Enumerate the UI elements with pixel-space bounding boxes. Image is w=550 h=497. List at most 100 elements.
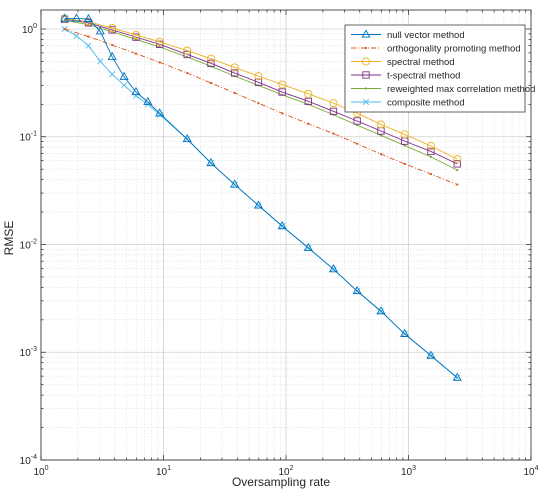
legend-label: orthogonality promoting method [387,43,521,54]
legend-item: t-spectral method [351,70,460,81]
data-point-marker [400,130,409,139]
data-point-marker [364,46,368,50]
tick-labels-layer: 100 101 102 103 104 100 10-1 10-2 10-3 10-4 [20,23,539,478]
data-point-marker [155,108,165,117]
data-point-marker [452,372,462,381]
data-point-marker [328,264,339,273]
data-point-marker [426,141,435,151]
legend-item: composite method [351,97,465,108]
data-point-marker [156,40,164,48]
legend-label: composite method [387,97,465,108]
data-point-marker [143,96,153,106]
data-point-marker [131,86,141,96]
data-point-marker [121,82,128,89]
data-point-marker [206,54,216,63]
data-point-marker [233,91,236,95]
data-point-marker [71,13,82,22]
axes-layer [40,9,532,461]
y-tick-label: 10-1 [20,131,37,144]
data-point-marker [400,328,410,337]
legend-item: orthogonality promoting method [351,43,521,54]
x-tick-label: 100 [33,465,48,478]
x-tick-label: 103 [401,465,416,478]
x-axis-label: Oversampling rate [232,475,330,489]
data-point-marker [253,200,264,209]
data-point-marker [111,43,114,47]
data-point-marker [207,59,215,67]
legend-item: null vector method [351,29,465,41]
data-point-marker [379,134,383,137]
data-point-marker [155,37,164,46]
data-point-marker [183,50,191,59]
data-point-marker [107,51,117,61]
y-tick-label: 100 [22,23,37,36]
series-line [64,18,458,379]
data-point-marker [254,78,263,86]
data-point-marker [60,13,70,22]
data-point-marker [364,87,368,90]
data-point-marker [182,134,192,143]
y-tick-label: 10-4 [20,454,37,467]
data-point-marker [231,69,239,77]
legend: null vector method orthogonality promotin… [344,24,535,113]
data-point-marker [134,52,138,55]
data-point-marker [97,58,104,65]
legend-label: reweighted max correlation method [387,84,535,95]
data-point-marker [85,42,92,49]
data-point-marker [376,306,386,315]
y-tick-label: 10-2 [20,238,37,251]
legend-label: t-spectral method [387,70,460,81]
legend-item: spectral method [351,57,455,68]
data-point-marker [403,144,406,147]
data-point-marker [83,13,94,22]
data-point-marker [329,99,338,108]
data-point-marker [362,71,370,79]
data-point-marker [361,29,371,38]
data-point-marker [281,112,284,115]
data-point-marker [230,63,239,72]
data-point-marker [304,97,312,105]
data-point-marker [352,285,362,295]
series-line [64,18,458,160]
data-point-marker [427,147,435,156]
data-point-marker [329,107,338,116]
data-point-marker [257,102,260,105]
data-point-marker [73,32,80,40]
data-point-marker [63,27,66,31]
legend-label: spectral method [387,57,455,68]
x-tick-label: 102 [278,465,293,478]
data-point-marker [186,71,189,75]
data-point-marker [353,117,361,125]
data-point-marker [379,152,383,156]
data-point-marker [254,72,263,81]
data-point-marker [362,98,370,106]
y-axis-label: RMSE [2,221,16,256]
data-point-marker [131,30,141,40]
legend-item: reweighted max correlation method [351,84,535,95]
data-point-marker [95,26,105,35]
legend-box [344,24,526,113]
data-point-marker [206,157,216,167]
data-point-marker [361,57,371,66]
data-point-marker [456,183,459,186]
data-point-marker [332,132,335,135]
series-2 [63,27,459,186]
data-point-marker [403,162,406,165]
data-point-marker [278,88,286,96]
y-tick-label: 10-3 [20,346,37,359]
data-point-marker [429,155,433,158]
data-point-marker [119,71,129,80]
data-point-marker [278,80,287,89]
data-point-marker [356,142,359,145]
data-point-marker [230,179,240,188]
data-point-marker [456,169,459,172]
data-point-marker [429,172,433,176]
data-point-marker [453,160,461,168]
legend-label: null vector method [387,30,465,41]
x-tick-label: 104 [523,465,538,478]
data-point-marker [307,122,310,125]
data-point-marker [158,61,161,64]
data-point-marker [277,221,287,230]
